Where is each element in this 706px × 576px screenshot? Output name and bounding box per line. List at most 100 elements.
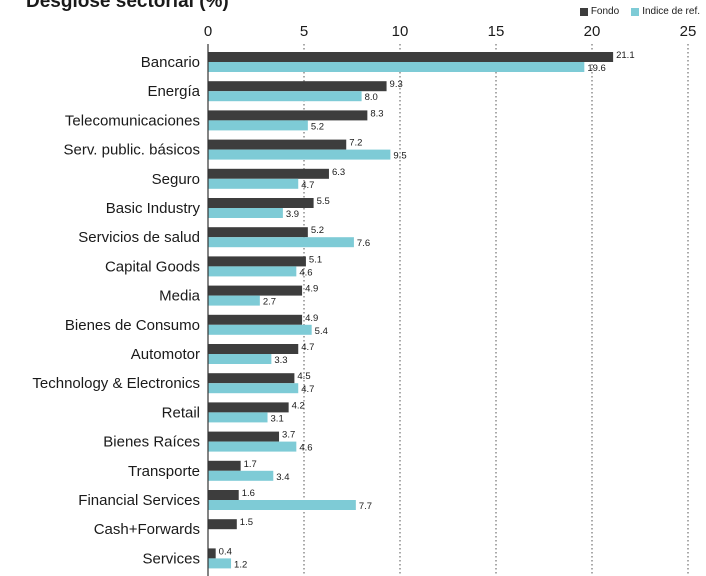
data-label-fondo: 7.2 [349, 138, 362, 149]
bar-fondo [208, 285, 303, 296]
bar-fondo [208, 139, 347, 150]
data-label-indice: 5.2 [311, 121, 324, 132]
bar-fondo [208, 373, 295, 384]
data-label-indice: 5.4 [315, 326, 328, 337]
x-tick-label: 10 [392, 23, 409, 40]
bar-fondo [208, 256, 306, 267]
category-label: Bienes Raíces [103, 434, 200, 451]
legend: Fondo Indice de ref. [579, 6, 700, 17]
bar-indice [208, 470, 274, 481]
bar-indice [208, 91, 362, 102]
x-tick-label: 5 [300, 23, 308, 40]
data-label-indice: 3.3 [274, 355, 287, 366]
category-label: Services [142, 550, 200, 567]
category-label: Retail [162, 404, 200, 421]
category-label: Financial Services [78, 492, 200, 509]
bar-indice [208, 149, 391, 160]
bar-fondo [208, 168, 329, 179]
bar-indice [208, 237, 354, 248]
bar-fondo [208, 431, 280, 442]
x-tick-label: 25 [680, 23, 697, 40]
data-label-indice: 4.7 [301, 180, 314, 191]
bar-indice [208, 178, 299, 189]
data-label-indice: 4.6 [299, 267, 312, 278]
category-label: Transporte [128, 463, 200, 480]
data-label-fondo: 8.3 [370, 108, 383, 119]
bar-indice [208, 62, 585, 72]
data-label-indice: 4.6 [299, 443, 312, 454]
chart-title: Desglose sectorial (%) [26, 0, 229, 12]
data-label-fondo: 5.1 [309, 254, 322, 265]
bar-indice [208, 120, 308, 131]
data-label-fondo: 21.1 [616, 50, 635, 61]
category-label: Bancario [141, 54, 200, 71]
bar-indice [208, 500, 356, 510]
data-label-indice: 8.0 [365, 92, 378, 103]
data-label-fondo: 1.7 [244, 459, 257, 470]
category-label: Telecomunicaciones [65, 112, 200, 129]
legend-label-indice: Indice de ref. [642, 6, 700, 17]
category-label: Seguro [152, 171, 200, 188]
data-label-indice: 7.7 [359, 501, 372, 512]
x-tick-label: 20 [584, 23, 601, 40]
data-label-indice: 9.5 [393, 151, 406, 162]
data-label-fondo: 4.9 [305, 313, 318, 324]
category-label: Servicios de salud [78, 229, 200, 246]
category-label: Bienes de Consumo [65, 317, 200, 334]
bar-indice [208, 295, 260, 306]
bar-fondo [208, 344, 299, 354]
data-label-fondo: 1.6 [242, 488, 255, 499]
data-label-indice: 1.2 [234, 559, 247, 570]
bar-fondo [208, 52, 614, 62]
bar-indice [208, 441, 297, 452]
legend-item-fondo: Fondo [579, 6, 620, 17]
bar-fondo [208, 402, 289, 413]
data-label-indice: 19.6 [587, 63, 606, 74]
category-label: Basic Industry [106, 200, 201, 217]
category-label: Energía [147, 83, 200, 100]
bar-indice [208, 412, 268, 423]
data-label-fondo: 3.7 [282, 430, 295, 441]
bar-fondo [208, 81, 387, 92]
data-label-fondo: 0.4 [219, 546, 232, 557]
data-label-indice: 3.1 [271, 413, 284, 424]
data-label-indice: 3.9 [286, 209, 299, 220]
bar-indice [208, 383, 299, 394]
bar-fondo [208, 110, 368, 121]
legend-item-indice: Indice de ref. [631, 6, 700, 17]
data-label-fondo: 6.3 [332, 167, 345, 178]
x-tick-label: 15 [488, 23, 505, 40]
bar-indice [208, 266, 297, 277]
data-label-indice: 2.7 [263, 297, 276, 308]
data-label-indice: 7.6 [357, 238, 370, 249]
category-label: Serv. public. básicos [64, 142, 200, 159]
bar-fondo [208, 227, 308, 238]
bar-fondo [208, 460, 241, 471]
bar-indice [208, 558, 232, 569]
category-label: Media [159, 288, 201, 305]
bar-indice [208, 324, 312, 335]
bar-indice [208, 208, 283, 218]
data-label-indice: 3.4 [276, 472, 289, 483]
data-label-fondo: 5.2 [311, 225, 324, 236]
data-label-fondo: 5.5 [317, 196, 330, 207]
data-label-fondo: 1.5 [240, 517, 253, 528]
data-label-fondo: 4.2 [292, 400, 305, 411]
category-label: Capital Goods [105, 258, 200, 275]
data-label-fondo: 4.9 [305, 284, 318, 295]
category-label: Cash+Forwards [94, 521, 200, 538]
bar-fondo [208, 519, 237, 530]
x-tick-label: 0 [204, 23, 212, 40]
bar-fondo [208, 490, 239, 500]
category-label: Technology & Electronics [32, 375, 200, 392]
legend-swatch-fondo [579, 7, 588, 16]
data-label-fondo: 9.3 [390, 79, 403, 90]
category-label: Automotor [131, 346, 200, 363]
legend-label-fondo: Fondo [590, 6, 620, 17]
bar-fondo [208, 198, 314, 208]
bar-fondo [208, 314, 303, 325]
bar-fondo [208, 548, 216, 559]
data-label-fondo: 4.7 [301, 342, 314, 353]
bar-indice [208, 354, 272, 364]
